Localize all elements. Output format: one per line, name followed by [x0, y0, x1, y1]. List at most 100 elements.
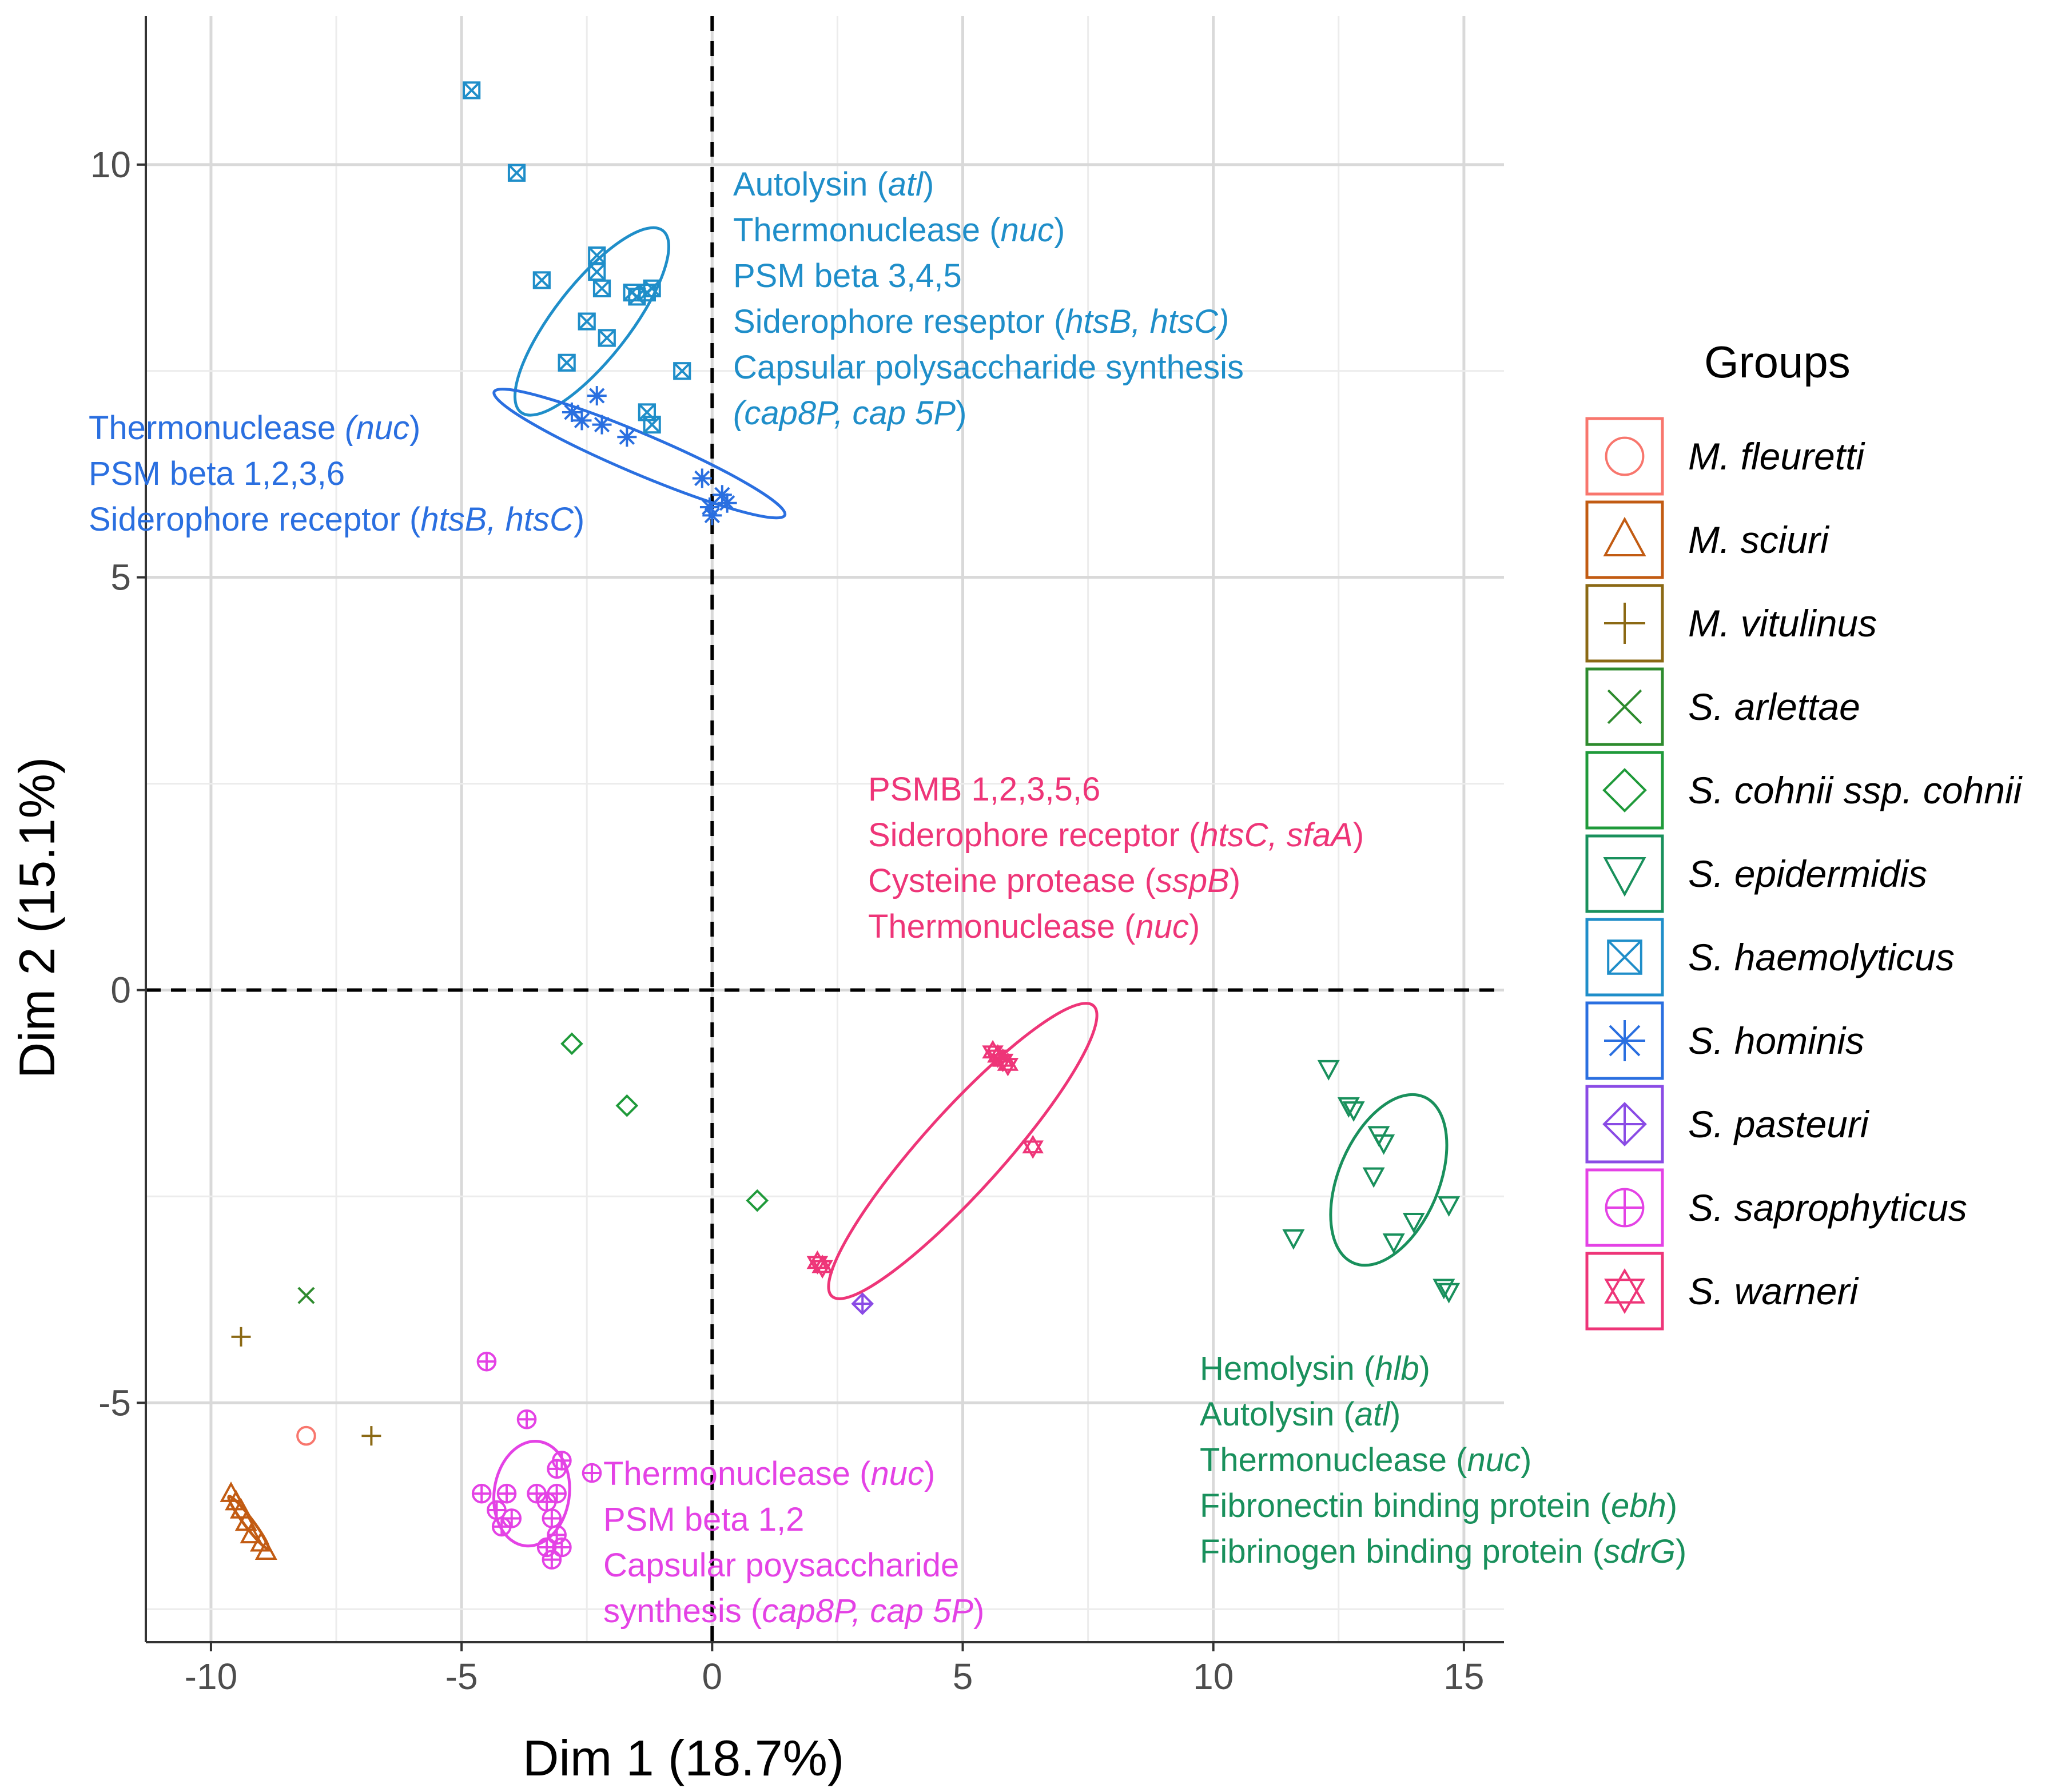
point-s-saprophyticus: [471, 1483, 492, 1504]
point-s-epidermidis: [1317, 1060, 1340, 1081]
point-s-epidermidis: [1282, 1229, 1305, 1250]
annotation-segment: ): [409, 409, 420, 447]
annotation-epidermidis-line: Fibronectin binding protein (ebh): [1200, 1487, 1677, 1524]
point-s-epidermidis: [1337, 1097, 1360, 1118]
point-s-pasteuri: [851, 1292, 874, 1315]
confidence-ellipses: [227, 226, 1449, 1550]
annotation-haemolyticus-line: Capsular polysaccharide synthesis: [733, 349, 1244, 386]
annotation-hominis-line: Thermonuclease (nuc): [89, 409, 420, 447]
point-s-epidermidis: [1438, 1196, 1461, 1217]
annotation-saprophyticus-line: PSM beta 1,2: [603, 1501, 804, 1538]
legend-key-symbol: [1604, 603, 1645, 644]
point-s-saprophyticus: [491, 1516, 512, 1537]
annotation-segment: ): [574, 501, 584, 538]
point-s-haemolyticus: [598, 329, 616, 347]
legend-label-species: pasteuri: [1724, 1103, 1869, 1145]
legend-label-species: saprophyticus: [1724, 1186, 1967, 1229]
point-m-sciuri: [240, 1523, 262, 1544]
legend-key-symbol: [1605, 436, 1645, 476]
annotation-segment: Capsular poysaccharide: [603, 1547, 959, 1584]
annotation-segment: Thermonuclease (: [603, 1455, 870, 1492]
annotation-segment: ): [956, 395, 966, 432]
x-tick-label: -10: [185, 1656, 238, 1697]
point-s-saprophyticus: [496, 1483, 517, 1504]
point-s-epidermidis: [1342, 1101, 1365, 1122]
point-s-saprophyticus: [542, 1550, 562, 1570]
annotation-segment: ): [924, 1455, 935, 1492]
point-m-sciuri: [234, 1510, 257, 1531]
annotation-segment: Autolysin (: [733, 166, 888, 203]
point-s-hominis: [617, 427, 637, 447]
legend-label-species: arlettae: [1724, 686, 1860, 728]
annotation-segment: Fibrinogen binding protein (: [1200, 1533, 1604, 1570]
annotation-segment: atl: [888, 166, 924, 203]
annotation-segment: ): [973, 1592, 984, 1630]
data-points: [220, 81, 1461, 1570]
annotation-segment: ): [1521, 1441, 1531, 1479]
x-tick-label: -5: [445, 1656, 478, 1697]
legend-key-box: [1585, 1252, 1664, 1331]
annotation-segment: Thermonuclease (: [733, 212, 1000, 249]
point-s-haemolyticus: [578, 312, 596, 330]
legend-label: M. fleuretti: [1688, 435, 1865, 477]
x-tick-label: 15: [1443, 1656, 1484, 1697]
x-tick-label: 10: [1193, 1656, 1234, 1697]
point-s-saprophyticus: [547, 1483, 567, 1504]
ellipse-s-haemolyticus: [514, 226, 670, 417]
point-s-hominis: [592, 415, 612, 435]
legend-key-symbol: [1602, 768, 1647, 813]
annotation-segment: sspB: [1156, 862, 1230, 899]
annotation-saprophyticus-line: Thermonuclease (nuc): [603, 1455, 935, 1492]
point-s-haemolyticus: [643, 416, 661, 434]
point-m-sciuri: [230, 1498, 253, 1519]
legend-key-box: [1585, 500, 1664, 579]
point-s-haemolyticus: [588, 262, 606, 281]
point-s-haemolyticus: [463, 81, 481, 99]
legend-label-species: cohnii ssp. cohnii: [1724, 769, 2023, 811]
point-s-epidermidis: [1438, 1283, 1461, 1304]
legend-label-species: hominis: [1724, 1020, 1864, 1062]
annotation-segment: Thermonuclease (: [1200, 1441, 1467, 1479]
annotation-saprophyticus-line: Capsular poysaccharide: [603, 1547, 959, 1584]
point-m-fleuretti: [296, 1425, 316, 1446]
legend-label: S. saprophyticus: [1688, 1186, 1967, 1229]
x-tick-label: 0: [702, 1656, 723, 1697]
annotation-segment: Siderophore reseptor (: [733, 303, 1065, 340]
legend-label-genus: S.: [1688, 936, 1724, 978]
annotation-segment: Capsular polysaccharide synthesis: [733, 349, 1244, 386]
y-tick-label: 5: [110, 557, 131, 598]
point-s-hominis: [572, 411, 592, 431]
annotation-segment: Fibronectin binding protein (: [1200, 1487, 1611, 1524]
point-s-saprophyticus: [542, 1508, 562, 1528]
annotations: Autolysin (atl)Thermonuclease (nuc)PSM b…: [89, 166, 1686, 1630]
annotation-segment: ): [1390, 1396, 1400, 1433]
annotation-segment: Autolysin (: [1200, 1396, 1355, 1433]
legend-key-box: [1585, 751, 1664, 830]
legend-label: S. warneri: [1688, 1270, 1859, 1312]
legend-label: M. sciuri: [1688, 519, 1830, 561]
annotation-segment: ebh: [1611, 1487, 1666, 1524]
point-s-haemolyticus: [507, 164, 526, 182]
annotation-segment: Thermonuclease (: [868, 908, 1135, 945]
ellipse-s-saprophyticus: [492, 1440, 571, 1548]
legend-label-species: warneri: [1724, 1270, 1859, 1312]
point-s-haemolyticus: [558, 353, 576, 372]
annotation-segment: (cap8P, cap 5P: [733, 395, 956, 432]
annotation-segment: htsC, sfaA: [1200, 817, 1353, 854]
annotation-segment: nuc: [1135, 908, 1189, 945]
annotation-segment: PSM beta 1,2,3,6: [89, 455, 345, 492]
annotation-segment: Thermonuclease: [89, 409, 345, 447]
point-s-hominis: [587, 386, 607, 406]
annotation-segment: Cysteine protease (: [868, 862, 1156, 899]
annotation-epidermidis-line: Autolysin (atl): [1200, 1396, 1400, 1433]
annotation-haemolyticus-line: Thermonuclease (nuc): [733, 212, 1065, 249]
legend-label: S. pasteuri: [1688, 1103, 1870, 1145]
y-axis-label: Dim 2 (15.1%): [9, 757, 65, 1078]
point-s-haemolyticus: [532, 271, 551, 289]
legend-label-genus: S.: [1688, 769, 1724, 811]
annotation-segment: ): [1054, 212, 1065, 249]
point-s-epidermidis: [1362, 1167, 1385, 1188]
annotation-warneri-line: Thermonuclease (nuc): [868, 908, 1200, 945]
